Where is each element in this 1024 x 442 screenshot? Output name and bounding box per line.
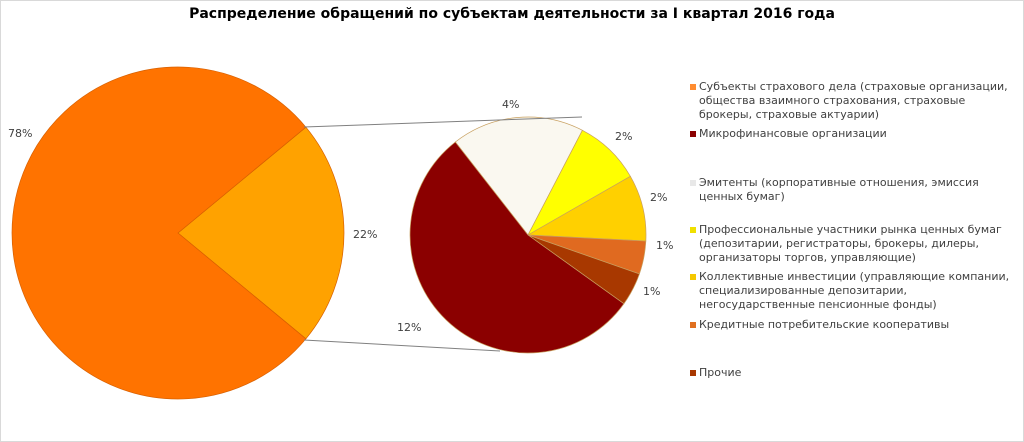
label-1b: 1% xyxy=(643,285,660,298)
legend-item-professional: Профессиональные участники рынка ценных … xyxy=(690,223,1019,265)
legend-marker xyxy=(690,131,696,137)
secondary-pie xyxy=(409,116,647,354)
label-78: 78% xyxy=(8,127,32,140)
legend-item-issuers: Эмитенты (корпоративные отношения, эмисс… xyxy=(690,176,1019,204)
label-12: 12% xyxy=(397,321,421,334)
label-1a: 1% xyxy=(656,239,673,252)
legend-marker xyxy=(690,227,696,233)
connector-line-top xyxy=(303,116,583,128)
pie-slice xyxy=(177,126,345,340)
legend-marker xyxy=(690,322,696,328)
pie-slice xyxy=(11,66,307,400)
label-2b: 2% xyxy=(650,191,667,204)
legend-marker xyxy=(690,180,696,186)
legend-item-collective: Коллективные инвестиции (управляющие ком… xyxy=(690,270,1019,312)
pie-slice xyxy=(454,116,583,236)
legend-marker xyxy=(690,84,696,90)
legend-marker xyxy=(690,274,696,280)
legend-item-credit: Кредитные потребительские кооперативы xyxy=(690,318,1019,332)
legend-marker xyxy=(690,370,696,376)
label-2a: 2% xyxy=(615,130,632,143)
pie-slice xyxy=(409,141,625,354)
chart-title: Распределение обращений по субъектам дея… xyxy=(189,6,835,22)
legend-item-microfinance: Микрофинансовые организации xyxy=(690,127,1019,141)
connector-line-bottom xyxy=(303,339,501,352)
label-22: 22% xyxy=(353,228,377,241)
label-4: 4% xyxy=(502,98,519,111)
legend-item-insurance: Субъекты страхового дела (страховые орга… xyxy=(690,80,1019,122)
legend-item-other: Прочие xyxy=(690,366,1019,380)
primary-pie xyxy=(11,66,345,400)
